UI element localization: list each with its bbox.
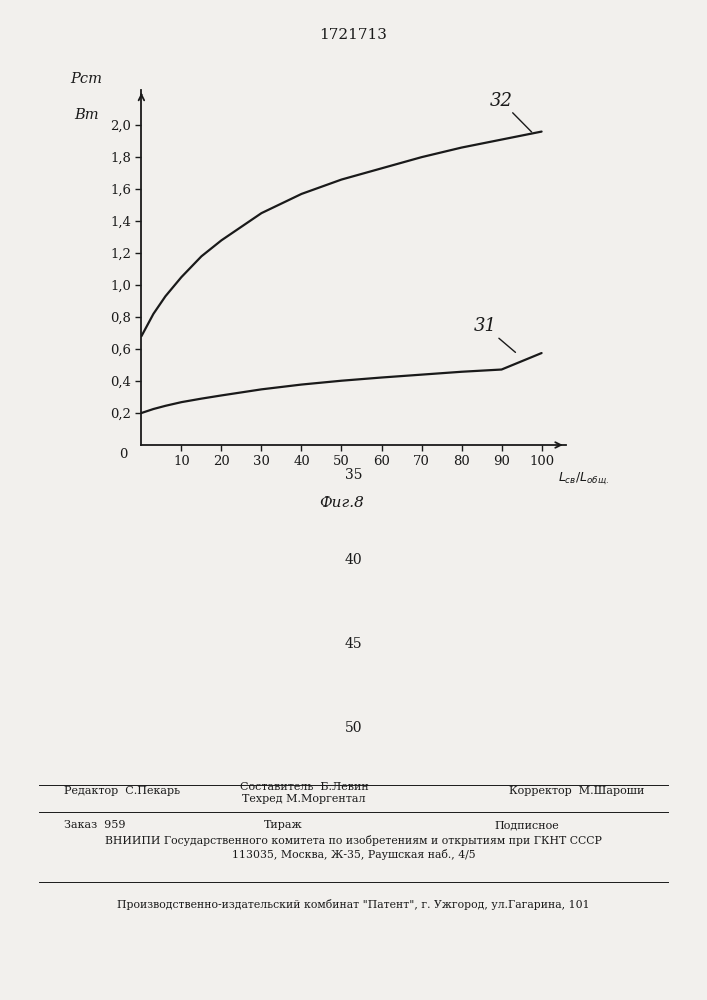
Text: 45: 45 [345, 637, 362, 651]
Text: Составитель  Б.Левин: Составитель Б.Левин [240, 782, 368, 792]
Text: 0: 0 [119, 448, 127, 461]
Text: Заказ  959: Заказ 959 [64, 820, 125, 830]
Text: 50: 50 [345, 721, 362, 735]
Text: Техред М.Моргентал: Техред М.Моргентал [243, 794, 366, 804]
Text: Тираж: Тираж [264, 820, 302, 830]
Text: 1721713: 1721713 [320, 28, 387, 42]
Text: $L_{св}/L_{общ.}$: $L_{св}/L_{общ.}$ [558, 471, 609, 487]
Text: 32: 32 [489, 92, 532, 132]
Text: Pст: Pст [70, 72, 103, 86]
Text: ВНИИПИ Государственного комитета по изобретениям и открытиям при ГКНТ СССР: ВНИИПИ Государственного комитета по изоб… [105, 834, 602, 846]
Text: Подписное: Подписное [495, 820, 560, 830]
Text: 113035, Москва, Ж-35, Раушская наб., 4/5: 113035, Москва, Ж-35, Раушская наб., 4/5 [232, 848, 475, 859]
Text: Редактор  С.Пекарь: Редактор С.Пекарь [64, 786, 180, 796]
Text: 40: 40 [345, 553, 362, 567]
Text: 35: 35 [345, 468, 362, 482]
Text: Корректор  М.Шароши: Корректор М.Шароши [509, 786, 644, 796]
Text: Производственно-издательский комбинат "Патент", г. Ужгород, ул.Гагарина, 101: Производственно-издательский комбинат "П… [117, 898, 590, 910]
Text: 31: 31 [474, 317, 515, 352]
Text: Фиг.8: Фиг.8 [319, 496, 364, 510]
Text: Вт: Вт [74, 108, 98, 122]
